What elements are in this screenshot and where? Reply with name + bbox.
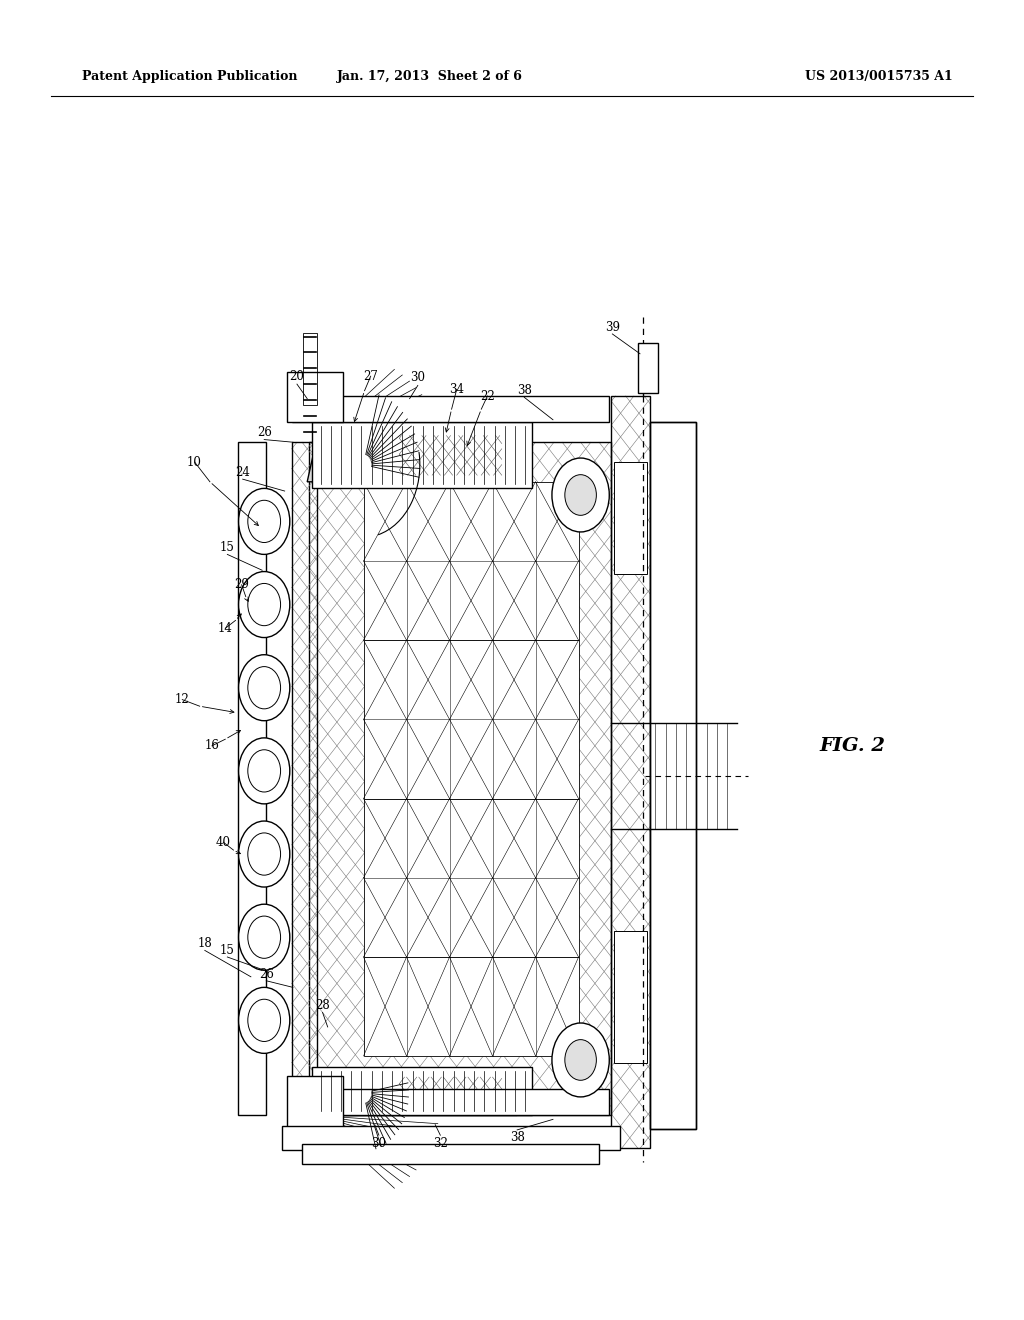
- Text: 38: 38: [517, 384, 531, 397]
- Bar: [287, 1076, 343, 1129]
- Bar: [282, 1126, 620, 1150]
- Text: 20: 20: [290, 370, 304, 383]
- Circle shape: [552, 1023, 609, 1097]
- Bar: [364, 799, 579, 957]
- Text: 38: 38: [510, 1131, 524, 1144]
- Circle shape: [239, 572, 290, 638]
- Text: 16: 16: [205, 739, 219, 752]
- Circle shape: [248, 667, 281, 709]
- Text: 30: 30: [411, 371, 425, 384]
- Circle shape: [239, 904, 290, 970]
- Circle shape: [239, 655, 290, 721]
- Text: 30: 30: [372, 1137, 386, 1150]
- Bar: [309, 442, 611, 1115]
- Bar: [292, 442, 317, 1115]
- Bar: [614, 931, 647, 1063]
- Circle shape: [248, 833, 281, 875]
- Bar: [312, 1067, 532, 1115]
- Bar: [292, 396, 609, 422]
- Bar: [399, 436, 502, 475]
- Text: 39: 39: [605, 321, 620, 334]
- Text: 12: 12: [175, 693, 189, 706]
- Text: US 2013/0015735 A1: US 2013/0015735 A1: [805, 70, 952, 83]
- Bar: [287, 372, 343, 422]
- Bar: [303, 333, 317, 405]
- Polygon shape: [307, 1076, 517, 1115]
- Circle shape: [248, 916, 281, 958]
- Bar: [650, 422, 696, 1129]
- Bar: [614, 462, 647, 574]
- Bar: [638, 343, 658, 393]
- Bar: [650, 422, 696, 1129]
- Text: FIG. 2: FIG. 2: [819, 737, 885, 755]
- Bar: [364, 640, 579, 799]
- Circle shape: [239, 738, 290, 804]
- Circle shape: [239, 821, 290, 887]
- Bar: [364, 482, 579, 640]
- Text: Jan. 17, 2013  Sheet 2 of 6: Jan. 17, 2013 Sheet 2 of 6: [337, 70, 523, 83]
- Bar: [238, 442, 266, 1115]
- Bar: [312, 422, 532, 488]
- Circle shape: [248, 500, 281, 543]
- Polygon shape: [307, 445, 517, 482]
- Text: 18: 18: [198, 937, 212, 950]
- Circle shape: [239, 488, 290, 554]
- Text: 14: 14: [218, 622, 232, 635]
- Text: Patent Application Publication: Patent Application Publication: [82, 70, 297, 83]
- Text: 15: 15: [220, 541, 234, 554]
- Bar: [292, 1089, 609, 1115]
- Bar: [611, 396, 650, 1148]
- Text: 24: 24: [236, 466, 250, 479]
- Circle shape: [565, 475, 596, 515]
- Text: 34: 34: [450, 383, 464, 396]
- Circle shape: [565, 1040, 596, 1080]
- Text: 28: 28: [315, 999, 330, 1012]
- Text: 27: 27: [364, 370, 378, 383]
- Bar: [364, 957, 579, 1056]
- Text: 40: 40: [216, 836, 230, 849]
- Text: 29: 29: [234, 578, 249, 591]
- Circle shape: [248, 999, 281, 1041]
- Text: 15: 15: [220, 944, 234, 957]
- Circle shape: [248, 750, 281, 792]
- Circle shape: [552, 458, 609, 532]
- Text: 10: 10: [187, 455, 202, 469]
- Bar: [302, 1144, 599, 1164]
- Text: 26: 26: [259, 968, 273, 981]
- Text: 22: 22: [480, 389, 495, 403]
- Circle shape: [248, 583, 281, 626]
- Text: 32: 32: [433, 1137, 447, 1150]
- Circle shape: [239, 987, 290, 1053]
- Text: 26: 26: [257, 426, 271, 440]
